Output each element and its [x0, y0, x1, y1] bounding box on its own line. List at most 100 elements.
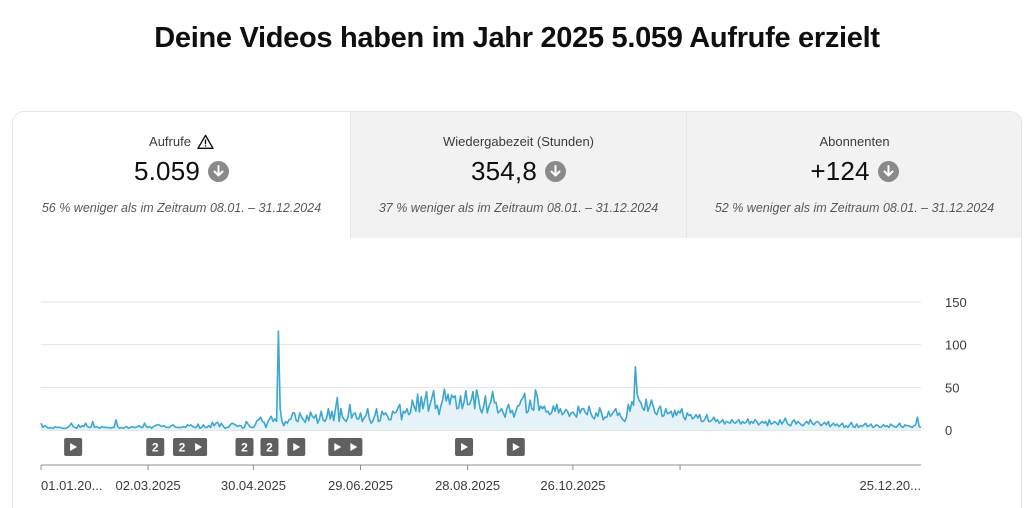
data-point: [839, 424, 841, 426]
data-point: [531, 407, 533, 409]
data-point: [784, 417, 786, 419]
video-count-marker[interactable]: 2: [173, 438, 192, 456]
data-point: [472, 390, 474, 392]
data-point: [518, 404, 520, 406]
tab-watch-time[interactable]: Wiedergabezeit (Stunden) 354,8 37 % weni…: [350, 112, 686, 238]
data-point: [366, 407, 368, 409]
tab-subscribers[interactable]: Abonnenten +124 52 % weniger als im Zeit…: [686, 112, 1021, 238]
data-point: [92, 420, 94, 422]
data-point: [845, 425, 847, 427]
data-point: [424, 399, 426, 401]
data-point: [711, 419, 713, 421]
data-point: [209, 426, 211, 428]
data-point: [495, 401, 497, 403]
data-point: [881, 425, 883, 427]
marker-count-label: 2: [179, 441, 186, 455]
data-point: [679, 412, 681, 414]
data-point: [577, 405, 579, 407]
data-point: [606, 416, 608, 418]
data-point: [386, 414, 388, 416]
data-point: [527, 410, 529, 412]
data-point: [297, 420, 299, 422]
data-point: [302, 419, 304, 421]
data-point: [83, 425, 85, 427]
data-point: [488, 405, 490, 407]
video-marker[interactable]: [189, 438, 208, 456]
data-point: [470, 399, 472, 401]
warning-icon[interactable]: [197, 134, 214, 149]
data-point: [400, 419, 402, 421]
data-point: [677, 410, 679, 412]
video-marker[interactable]: [455, 438, 474, 456]
data-point: [670, 410, 672, 412]
video-count-marker[interactable]: 2: [235, 438, 254, 456]
data-point: [340, 407, 342, 409]
data-point: [532, 409, 534, 411]
data-point: [149, 425, 151, 427]
data-point: [557, 412, 559, 414]
data-point: [345, 420, 347, 422]
data-point: [690, 413, 692, 415]
data-point: [502, 412, 504, 414]
data-point: [547, 410, 549, 412]
data-point: [693, 416, 695, 418]
data-point: [914, 424, 916, 426]
data-point: [507, 403, 509, 405]
data-point: [275, 420, 277, 422]
play-icon: [293, 443, 301, 451]
video-marker[interactable]: [287, 438, 306, 456]
data-point: [768, 419, 770, 421]
data-point: [409, 412, 411, 414]
data-point: [691, 418, 693, 420]
data-point: [777, 424, 779, 426]
data-point: [738, 419, 740, 421]
data-point: [897, 425, 899, 427]
data-point: [720, 420, 722, 422]
data-point: [76, 427, 78, 429]
data-point: [718, 422, 720, 424]
data-point: [807, 423, 809, 425]
video-count-marker[interactable]: 2: [260, 438, 279, 456]
data-point: [520, 399, 522, 401]
data-point: [457, 407, 459, 409]
video-marker[interactable]: [506, 438, 525, 456]
data-point: [648, 405, 650, 407]
data-point: [363, 417, 365, 419]
data-point: [42, 426, 44, 428]
data-point: [341, 416, 343, 418]
play-icon: [70, 443, 78, 451]
views-chart[interactable]: 150 100 50 0 2 2 2 2 01.01.20... 02.03.2025 30.04.…: [13, 238, 1022, 508]
data-point: [643, 409, 645, 411]
data-point: [536, 395, 538, 397]
data-point: [675, 414, 677, 416]
data-point: [481, 412, 483, 414]
data-point: [747, 418, 749, 420]
data-point: [550, 412, 552, 414]
data-point: [556, 403, 558, 405]
data-point: [656, 413, 658, 415]
data-point: [759, 422, 761, 424]
video-marker[interactable]: [64, 438, 83, 456]
data-point: [765, 420, 767, 422]
arrow-down-circle-icon: [877, 161, 899, 182]
data-point: [761, 420, 763, 422]
data-point: [856, 423, 858, 425]
tab-views[interactable]: Aufrufe 5.059 56 % weniger als im Zeitra…: [13, 112, 350, 238]
data-point: [443, 388, 445, 390]
data-point: [534, 389, 536, 391]
data-point: [243, 426, 245, 428]
data-point: [354, 412, 356, 414]
marker-box: [173, 438, 192, 456]
video-marker[interactable]: [328, 438, 347, 456]
video-marker[interactable]: [344, 438, 363, 456]
data-point: [504, 416, 506, 418]
data-point: [820, 425, 822, 427]
play-icon: [350, 443, 358, 451]
data-point: [459, 395, 461, 397]
video-count-marker[interactable]: 2: [146, 438, 165, 456]
data-point: [320, 410, 322, 412]
data-point: [452, 396, 454, 398]
data-point: [563, 412, 565, 414]
data-point: [399, 403, 401, 405]
data-point: [554, 410, 556, 412]
